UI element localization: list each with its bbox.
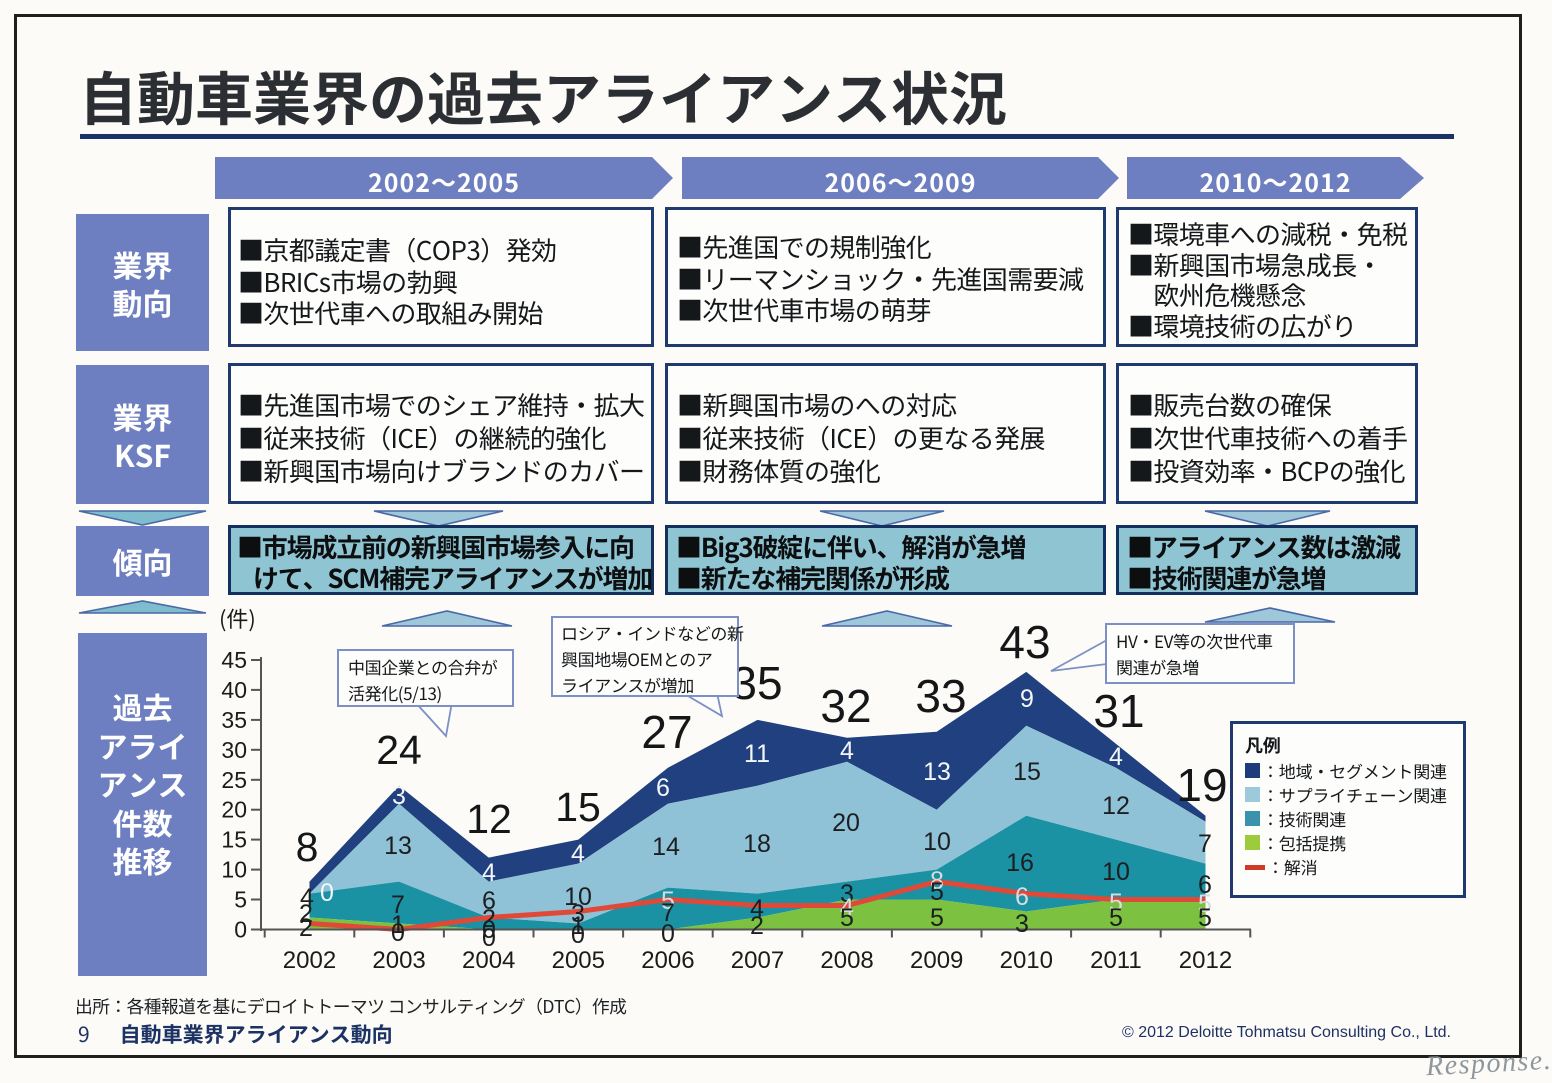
svg-text:45: 45 bbox=[221, 647, 247, 673]
svg-text:0: 0 bbox=[571, 921, 585, 949]
svg-text:4: 4 bbox=[300, 884, 314, 912]
svg-text:8: 8 bbox=[296, 824, 319, 870]
svg-text:0: 0 bbox=[661, 920, 675, 948]
svg-text:3: 3 bbox=[392, 782, 406, 810]
svg-text:5: 5 bbox=[840, 904, 854, 932]
svg-text:11: 11 bbox=[744, 740, 770, 768]
svg-text:2: 2 bbox=[299, 914, 313, 942]
svg-text:43: 43 bbox=[999, 616, 1050, 668]
svg-text:0: 0 bbox=[320, 879, 334, 907]
svg-text:18: 18 bbox=[743, 830, 771, 858]
svg-text:7: 7 bbox=[1198, 830, 1212, 858]
svg-text:8: 8 bbox=[930, 867, 944, 895]
svg-text:2006: 2006 bbox=[641, 947, 694, 974]
svg-text:5: 5 bbox=[661, 887, 675, 915]
svg-text:20: 20 bbox=[221, 797, 247, 823]
svg-text:0: 0 bbox=[234, 917, 247, 943]
svg-text:14: 14 bbox=[652, 833, 680, 861]
svg-text:2011: 2011 bbox=[1090, 947, 1142, 974]
svg-text:2: 2 bbox=[750, 912, 764, 940]
svg-text:12: 12 bbox=[466, 796, 512, 842]
svg-text:13: 13 bbox=[384, 832, 412, 860]
svg-text:5: 5 bbox=[1198, 890, 1212, 918]
svg-text:4: 4 bbox=[840, 737, 854, 765]
svg-text:9: 9 bbox=[1020, 685, 1034, 713]
svg-text:7: 7 bbox=[661, 899, 675, 927]
svg-text:0: 0 bbox=[391, 919, 405, 947]
svg-text:1: 1 bbox=[571, 912, 585, 940]
svg-text:2: 2 bbox=[482, 905, 496, 933]
svg-text:19: 19 bbox=[1176, 759, 1227, 811]
svg-text:25: 25 bbox=[221, 767, 247, 793]
svg-text:3: 3 bbox=[571, 900, 585, 928]
svg-text:3: 3 bbox=[1015, 910, 1029, 938]
svg-text:35: 35 bbox=[221, 707, 247, 733]
svg-text:5: 5 bbox=[234, 887, 247, 913]
svg-text:2003: 2003 bbox=[372, 947, 425, 974]
svg-text:6: 6 bbox=[1198, 871, 1212, 899]
svg-text:15: 15 bbox=[555, 784, 601, 830]
svg-text:2: 2 bbox=[299, 900, 313, 928]
svg-text:27: 27 bbox=[641, 706, 692, 758]
svg-text:40: 40 bbox=[221, 677, 247, 703]
svg-text:6: 6 bbox=[656, 774, 670, 802]
svg-text:4: 4 bbox=[840, 894, 854, 922]
svg-text:10: 10 bbox=[923, 828, 951, 856]
svg-text:5: 5 bbox=[1109, 904, 1123, 932]
svg-text:1: 1 bbox=[391, 911, 405, 939]
svg-text:4: 4 bbox=[571, 840, 585, 868]
svg-text:4: 4 bbox=[482, 859, 496, 887]
svg-text:10: 10 bbox=[564, 883, 592, 911]
svg-text:6: 6 bbox=[482, 887, 496, 915]
svg-text:2007: 2007 bbox=[731, 947, 784, 974]
svg-text:16: 16 bbox=[1006, 849, 1034, 877]
svg-text:31: 31 bbox=[1093, 685, 1144, 737]
svg-text:5: 5 bbox=[1198, 904, 1212, 932]
svg-text:15: 15 bbox=[221, 827, 247, 853]
svg-text:2002: 2002 bbox=[283, 947, 336, 974]
svg-text:35: 35 bbox=[731, 657, 782, 709]
svg-text:20: 20 bbox=[832, 809, 860, 837]
svg-text:12: 12 bbox=[1102, 792, 1130, 820]
svg-text:24: 24 bbox=[376, 727, 422, 773]
svg-text:5: 5 bbox=[930, 878, 944, 906]
svg-text:0: 0 bbox=[482, 916, 496, 944]
svg-text:0: 0 bbox=[482, 924, 496, 952]
svg-text:6: 6 bbox=[1015, 883, 1029, 911]
svg-text:7: 7 bbox=[391, 891, 405, 919]
svg-text:2012: 2012 bbox=[1179, 947, 1232, 974]
svg-text:4: 4 bbox=[750, 895, 764, 923]
svg-text:2010: 2010 bbox=[1000, 947, 1053, 974]
svg-text:5: 5 bbox=[1109, 889, 1123, 917]
svg-text:2004: 2004 bbox=[462, 947, 515, 974]
svg-text:32: 32 bbox=[820, 680, 871, 732]
svg-text:33: 33 bbox=[915, 670, 966, 722]
svg-text:2005: 2005 bbox=[552, 947, 605, 974]
svg-text:4: 4 bbox=[1109, 743, 1123, 771]
svg-text:10: 10 bbox=[221, 857, 247, 883]
svg-text:5: 5 bbox=[930, 904, 944, 932]
svg-text:2008: 2008 bbox=[820, 947, 873, 974]
svg-text:3: 3 bbox=[840, 880, 854, 908]
svg-text:30: 30 bbox=[221, 737, 247, 763]
svg-text:15: 15 bbox=[1013, 758, 1041, 786]
svg-text:10: 10 bbox=[1102, 858, 1130, 886]
svg-text:2009: 2009 bbox=[910, 947, 963, 974]
svg-text:13: 13 bbox=[923, 758, 951, 786]
